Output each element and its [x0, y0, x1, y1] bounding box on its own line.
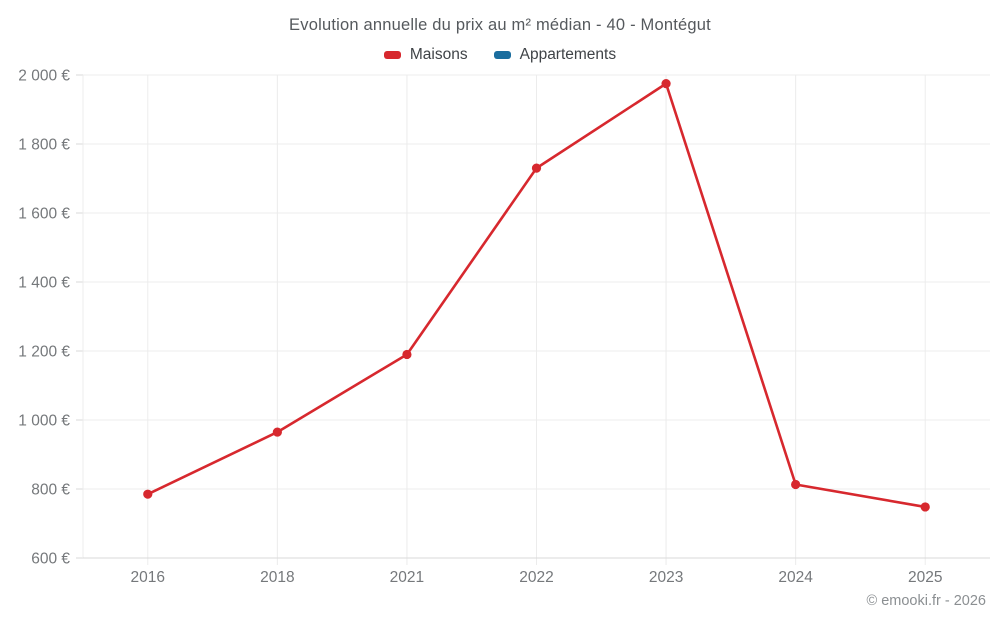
legend-item-maisons[interactable]: Maisons	[383, 46, 468, 64]
chart-legend: Maisons Appartements	[0, 46, 1000, 64]
copyright-text: © emooki.fr - 2026	[866, 593, 986, 609]
x-tick-label: 2022	[519, 569, 553, 586]
appartements-series-swatch-icon	[493, 51, 511, 59]
y-tick-label: 1 200 €	[18, 344, 70, 361]
x-tick-label: 2021	[390, 569, 424, 586]
data-point-maisons-2023[interactable]	[661, 79, 671, 89]
data-point-maisons-2025[interactable]	[920, 502, 930, 512]
x-tick-label: 2018	[260, 569, 294, 586]
x-tick-label: 2024	[778, 569, 813, 586]
legend-label-maisons: Maisons	[409, 46, 468, 63]
data-point-maisons-2016[interactable]	[143, 489, 153, 499]
y-tick-label: 1 800 €	[18, 137, 70, 154]
y-tick-label: 2 000 €	[18, 68, 70, 85]
y-tick-label: 600 €	[31, 551, 70, 568]
legend-item-appartements[interactable]: Appartements	[493, 46, 617, 64]
data-point-maisons-2022[interactable]	[531, 163, 542, 173]
maisons-series-swatch-icon	[383, 51, 401, 59]
chart-title: Evolution annuelle du prix au m² médian …	[289, 16, 711, 34]
data-point-maisons-2024[interactable]	[791, 479, 801, 490]
data-point-maisons-2018[interactable]	[272, 427, 282, 437]
x-tick-label: 2023	[649, 569, 683, 586]
x-tick-label: 2025	[908, 569, 942, 586]
data-point-maisons-2021[interactable]	[402, 349, 412, 360]
y-tick-label: 1 000 €	[18, 413, 70, 430]
y-tick-label: 1 400 €	[18, 275, 70, 292]
legend-label-appartements: Appartements	[519, 46, 617, 63]
x-tick-label: 2016	[131, 569, 165, 586]
y-tick-label: 1 600 €	[18, 206, 70, 223]
y-tick-label: 800 €	[31, 482, 70, 499]
